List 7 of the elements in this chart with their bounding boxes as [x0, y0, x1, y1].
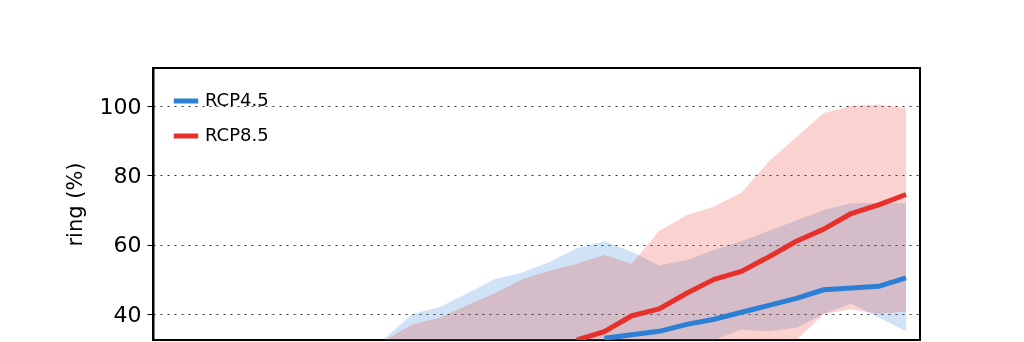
legend-label: RCP8.5: [205, 124, 269, 145]
y-tick-label: 60: [113, 232, 142, 258]
y-tick-label: 100: [99, 93, 142, 119]
y-tick-label: 80: [113, 162, 142, 188]
legend-label: RCP4.5: [205, 89, 269, 110]
y-axis-title: ring (%): [62, 162, 87, 247]
y-tick-label: 40: [113, 301, 142, 327]
